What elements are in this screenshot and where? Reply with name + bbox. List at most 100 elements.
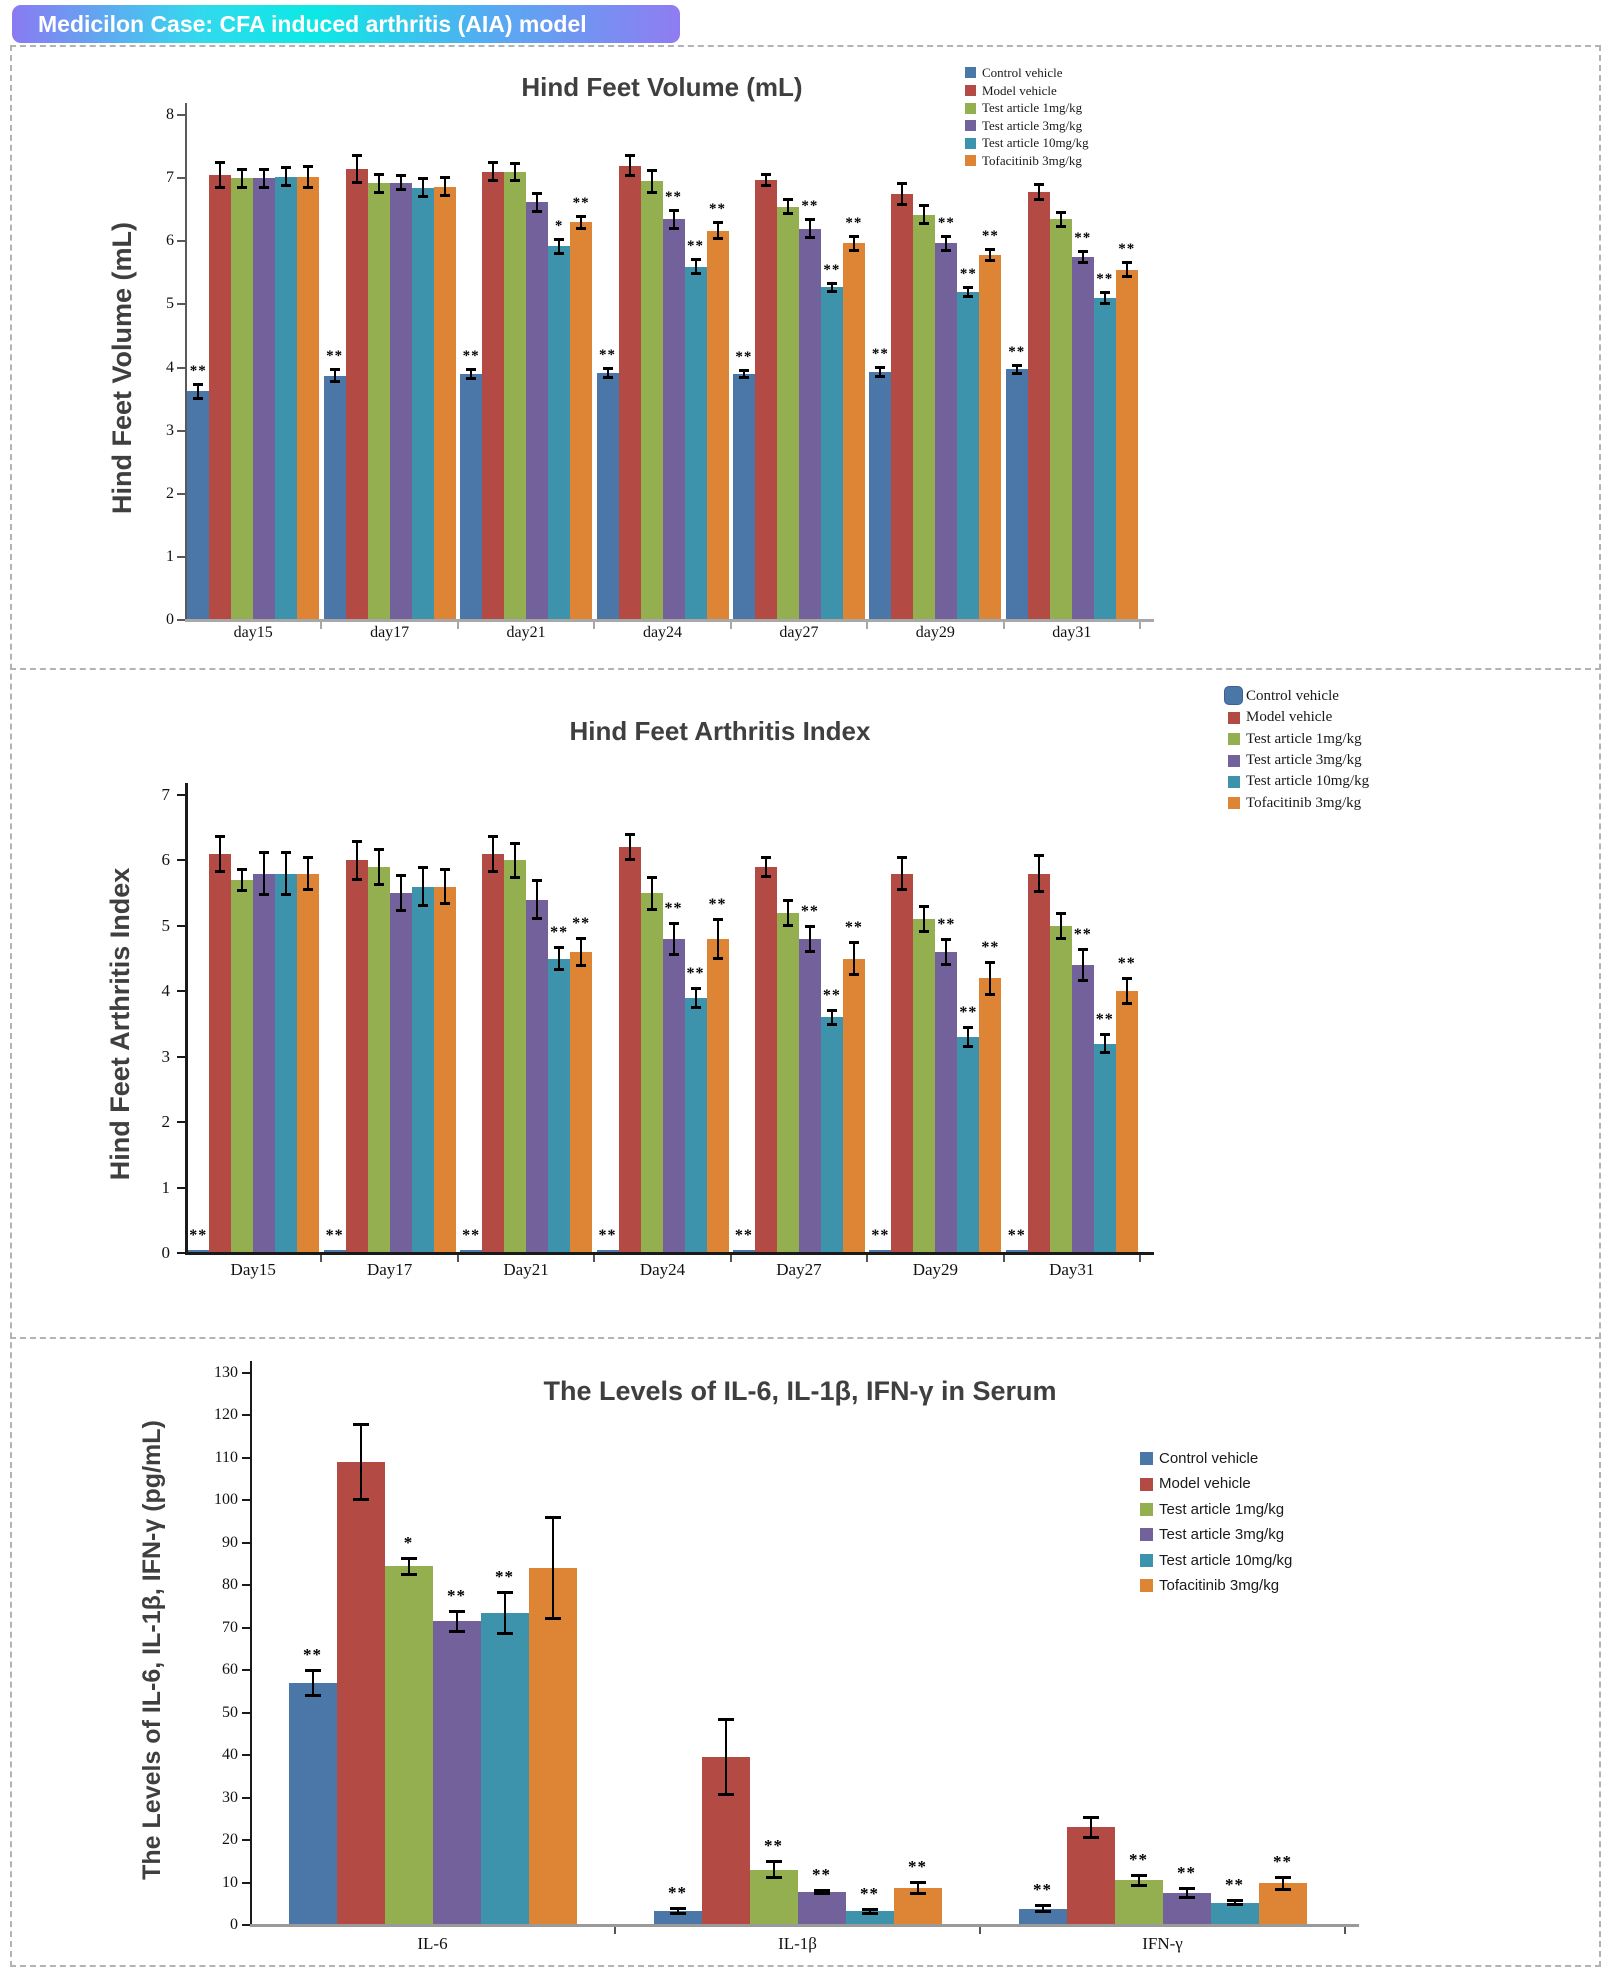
error-bar <box>355 840 358 881</box>
bar <box>288 1682 337 1925</box>
bar <box>209 853 232 1253</box>
error-bar-cap <box>826 281 837 285</box>
error-bar-cap <box>351 180 362 184</box>
error-bar-cap <box>782 898 793 902</box>
error-bar <box>503 1591 506 1635</box>
error-bar-cap <box>303 165 314 169</box>
outer-dashed-frame <box>10 45 1601 1967</box>
bar <box>754 180 777 620</box>
error-bar-cap <box>804 218 815 222</box>
error-bar-cap <box>373 883 384 887</box>
error-bar-cap <box>1055 936 1066 940</box>
significance-label: ** <box>1007 1226 1026 1244</box>
y-tick-mark <box>177 859 185 862</box>
error-bar-cap <box>861 1908 878 1912</box>
error-bar <box>694 258 697 275</box>
error-bar-cap <box>624 833 635 837</box>
y-tick-mark <box>242 1796 250 1799</box>
legend-swatch <box>1140 1503 1153 1516</box>
legend-swatch <box>1228 797 1240 810</box>
y-tick-mark <box>242 1414 250 1417</box>
error-bar-cap <box>303 185 314 189</box>
x-axis-line <box>185 619 1154 622</box>
error-bar-cap <box>488 179 499 183</box>
error-bar-cap <box>576 215 587 218</box>
y-tick-label: 80 <box>222 1576 238 1594</box>
x-axis-line <box>185 1252 1154 1255</box>
error-bar-cap <box>669 1912 686 1916</box>
y-tick-mark <box>177 990 185 993</box>
error-bar-cap <box>1034 1910 1051 1914</box>
error-bar-cap <box>1099 1051 1110 1055</box>
bar <box>913 919 936 1253</box>
bar <box>411 886 434 1253</box>
error-bar-cap <box>760 184 771 188</box>
x-category-label: IL-6 <box>417 1934 448 1953</box>
significance-label: ** <box>599 346 616 363</box>
y-tick-label: 7 <box>166 169 174 187</box>
legend-label: Test article 1mg/kg <box>1246 730 1362 747</box>
error-bar-cap <box>1033 889 1044 893</box>
error-bar <box>724 1719 727 1796</box>
error-bar-cap <box>259 893 270 897</box>
error-bar-cap <box>281 893 292 897</box>
y-tick-label: 50 <box>222 1703 238 1721</box>
error-bar <box>514 162 517 181</box>
error-bar-cap <box>712 918 723 922</box>
legend-swatch <box>1140 1528 1153 1542</box>
error-bar <box>852 235 855 251</box>
y-tick-label: 6 <box>166 232 174 250</box>
error-bar <box>901 183 904 205</box>
error-bar <box>808 219 811 239</box>
y-tick-mark <box>242 1839 250 1842</box>
error-bar <box>967 286 970 297</box>
y-tick-mark <box>177 1252 185 1254</box>
error-bar <box>443 868 446 905</box>
error-bar-cap <box>352 1422 369 1426</box>
significance-label: ** <box>959 265 977 282</box>
error-bar <box>285 851 288 896</box>
y-tick-label: 90 <box>222 1533 238 1551</box>
error-bar-cap <box>712 221 723 225</box>
significance-label: ** <box>959 1004 978 1022</box>
error-bar-cap <box>985 960 996 964</box>
error-bar-cap <box>417 195 428 199</box>
error-bar <box>580 937 583 967</box>
significance-label: ** <box>981 227 999 244</box>
y-axis-line <box>185 103 187 620</box>
bar <box>684 266 707 620</box>
significance-label: ** <box>709 201 726 218</box>
legend-label: Test article 3mg/kg <box>1159 1526 1285 1544</box>
error-bar <box>945 938 948 966</box>
error-bar-cap <box>281 850 292 854</box>
error-bar-cap <box>400 1572 417 1576</box>
error-bar-cap <box>909 1880 926 1884</box>
x-category-label: day31 <box>1052 624 1092 641</box>
bar <box>526 202 549 620</box>
error-bar <box>407 1557 410 1575</box>
error-bar <box>786 198 789 215</box>
error-bar-cap <box>875 374 886 378</box>
bar <box>842 958 865 1253</box>
y-tick-label: 100 <box>214 1491 238 1509</box>
error-bar-cap <box>1178 1895 1195 1899</box>
error-bar <box>1041 1905 1044 1913</box>
x-axis-group-tick <box>729 622 732 629</box>
error-bar <box>967 1027 970 1047</box>
bar <box>548 246 571 620</box>
error-bar-cap <box>237 167 248 171</box>
error-bar-cap <box>554 237 565 241</box>
bar <box>528 1568 577 1925</box>
error-bar <box>1081 948 1084 982</box>
x-axis-group-tick <box>1002 1255 1005 1262</box>
bar <box>504 860 527 1253</box>
x-axis-group-tick <box>1139 1255 1141 1262</box>
y-tick-label: 7 <box>161 785 171 804</box>
significance-label: ** <box>462 1226 481 1244</box>
bar <box>187 1249 210 1253</box>
error-bar-cap <box>1011 371 1022 375</box>
error-bar-cap <box>439 867 450 871</box>
y-tick-label: 1 <box>161 1177 171 1197</box>
significance-label: ** <box>325 1226 344 1244</box>
significance-label: ** <box>1273 1852 1292 1872</box>
